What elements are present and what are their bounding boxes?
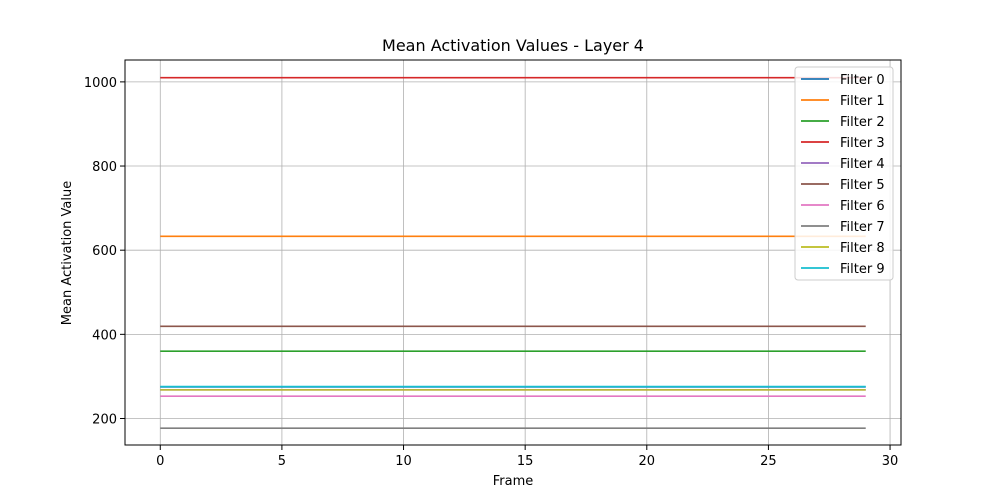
legend-label: Filter 4 [840, 157, 885, 172]
y-tick-label: 200 [92, 412, 117, 427]
x-tick-label: 10 [395, 454, 412, 469]
legend: Filter 0 Filter 1 Filter 2 Filter 3 Filter 4… [794, 66, 894, 281]
y-tick-label: 400 [92, 328, 117, 343]
y-tick-label: 800 [92, 160, 117, 175]
y-axis-ticks: 200 400 600 800 1000 [84, 76, 125, 427]
chart-title: Mean Activation Values - Layer 4 [382, 36, 644, 55]
legend-label: Filter 5 [840, 178, 885, 193]
x-tick-label: 30 [882, 454, 899, 469]
legend-label: Filter 7 [840, 220, 885, 235]
y-tick-label: 600 [92, 244, 117, 259]
x-tick-label: 5 [278, 454, 286, 469]
x-tick-label: 0 [156, 454, 164, 469]
plot-frame [124, 59, 902, 446]
y-axis-label: Mean Activation Value [60, 181, 75, 325]
x-tick-label: 25 [760, 454, 777, 469]
legend-label: Filter 6 [840, 199, 885, 214]
x-axis-label: Frame [493, 474, 534, 489]
legend-label: Filter 3 [840, 136, 885, 151]
series-lines [160, 76, 866, 429]
legend-label: Filter 2 [840, 115, 885, 130]
grid-lines [125, 60, 901, 445]
x-tick-label: 20 [639, 454, 656, 469]
x-tick-label: 15 [517, 454, 534, 469]
y-tick-label: 1000 [84, 76, 117, 91]
legend-label: Filter 0 [840, 73, 885, 88]
legend-label: Filter 1 [840, 94, 885, 109]
x-axis-ticks: 0 5 10 15 20 25 30 [156, 445, 898, 469]
legend-label: Filter 8 [840, 241, 885, 256]
legend-label: Filter 9 [840, 262, 885, 277]
